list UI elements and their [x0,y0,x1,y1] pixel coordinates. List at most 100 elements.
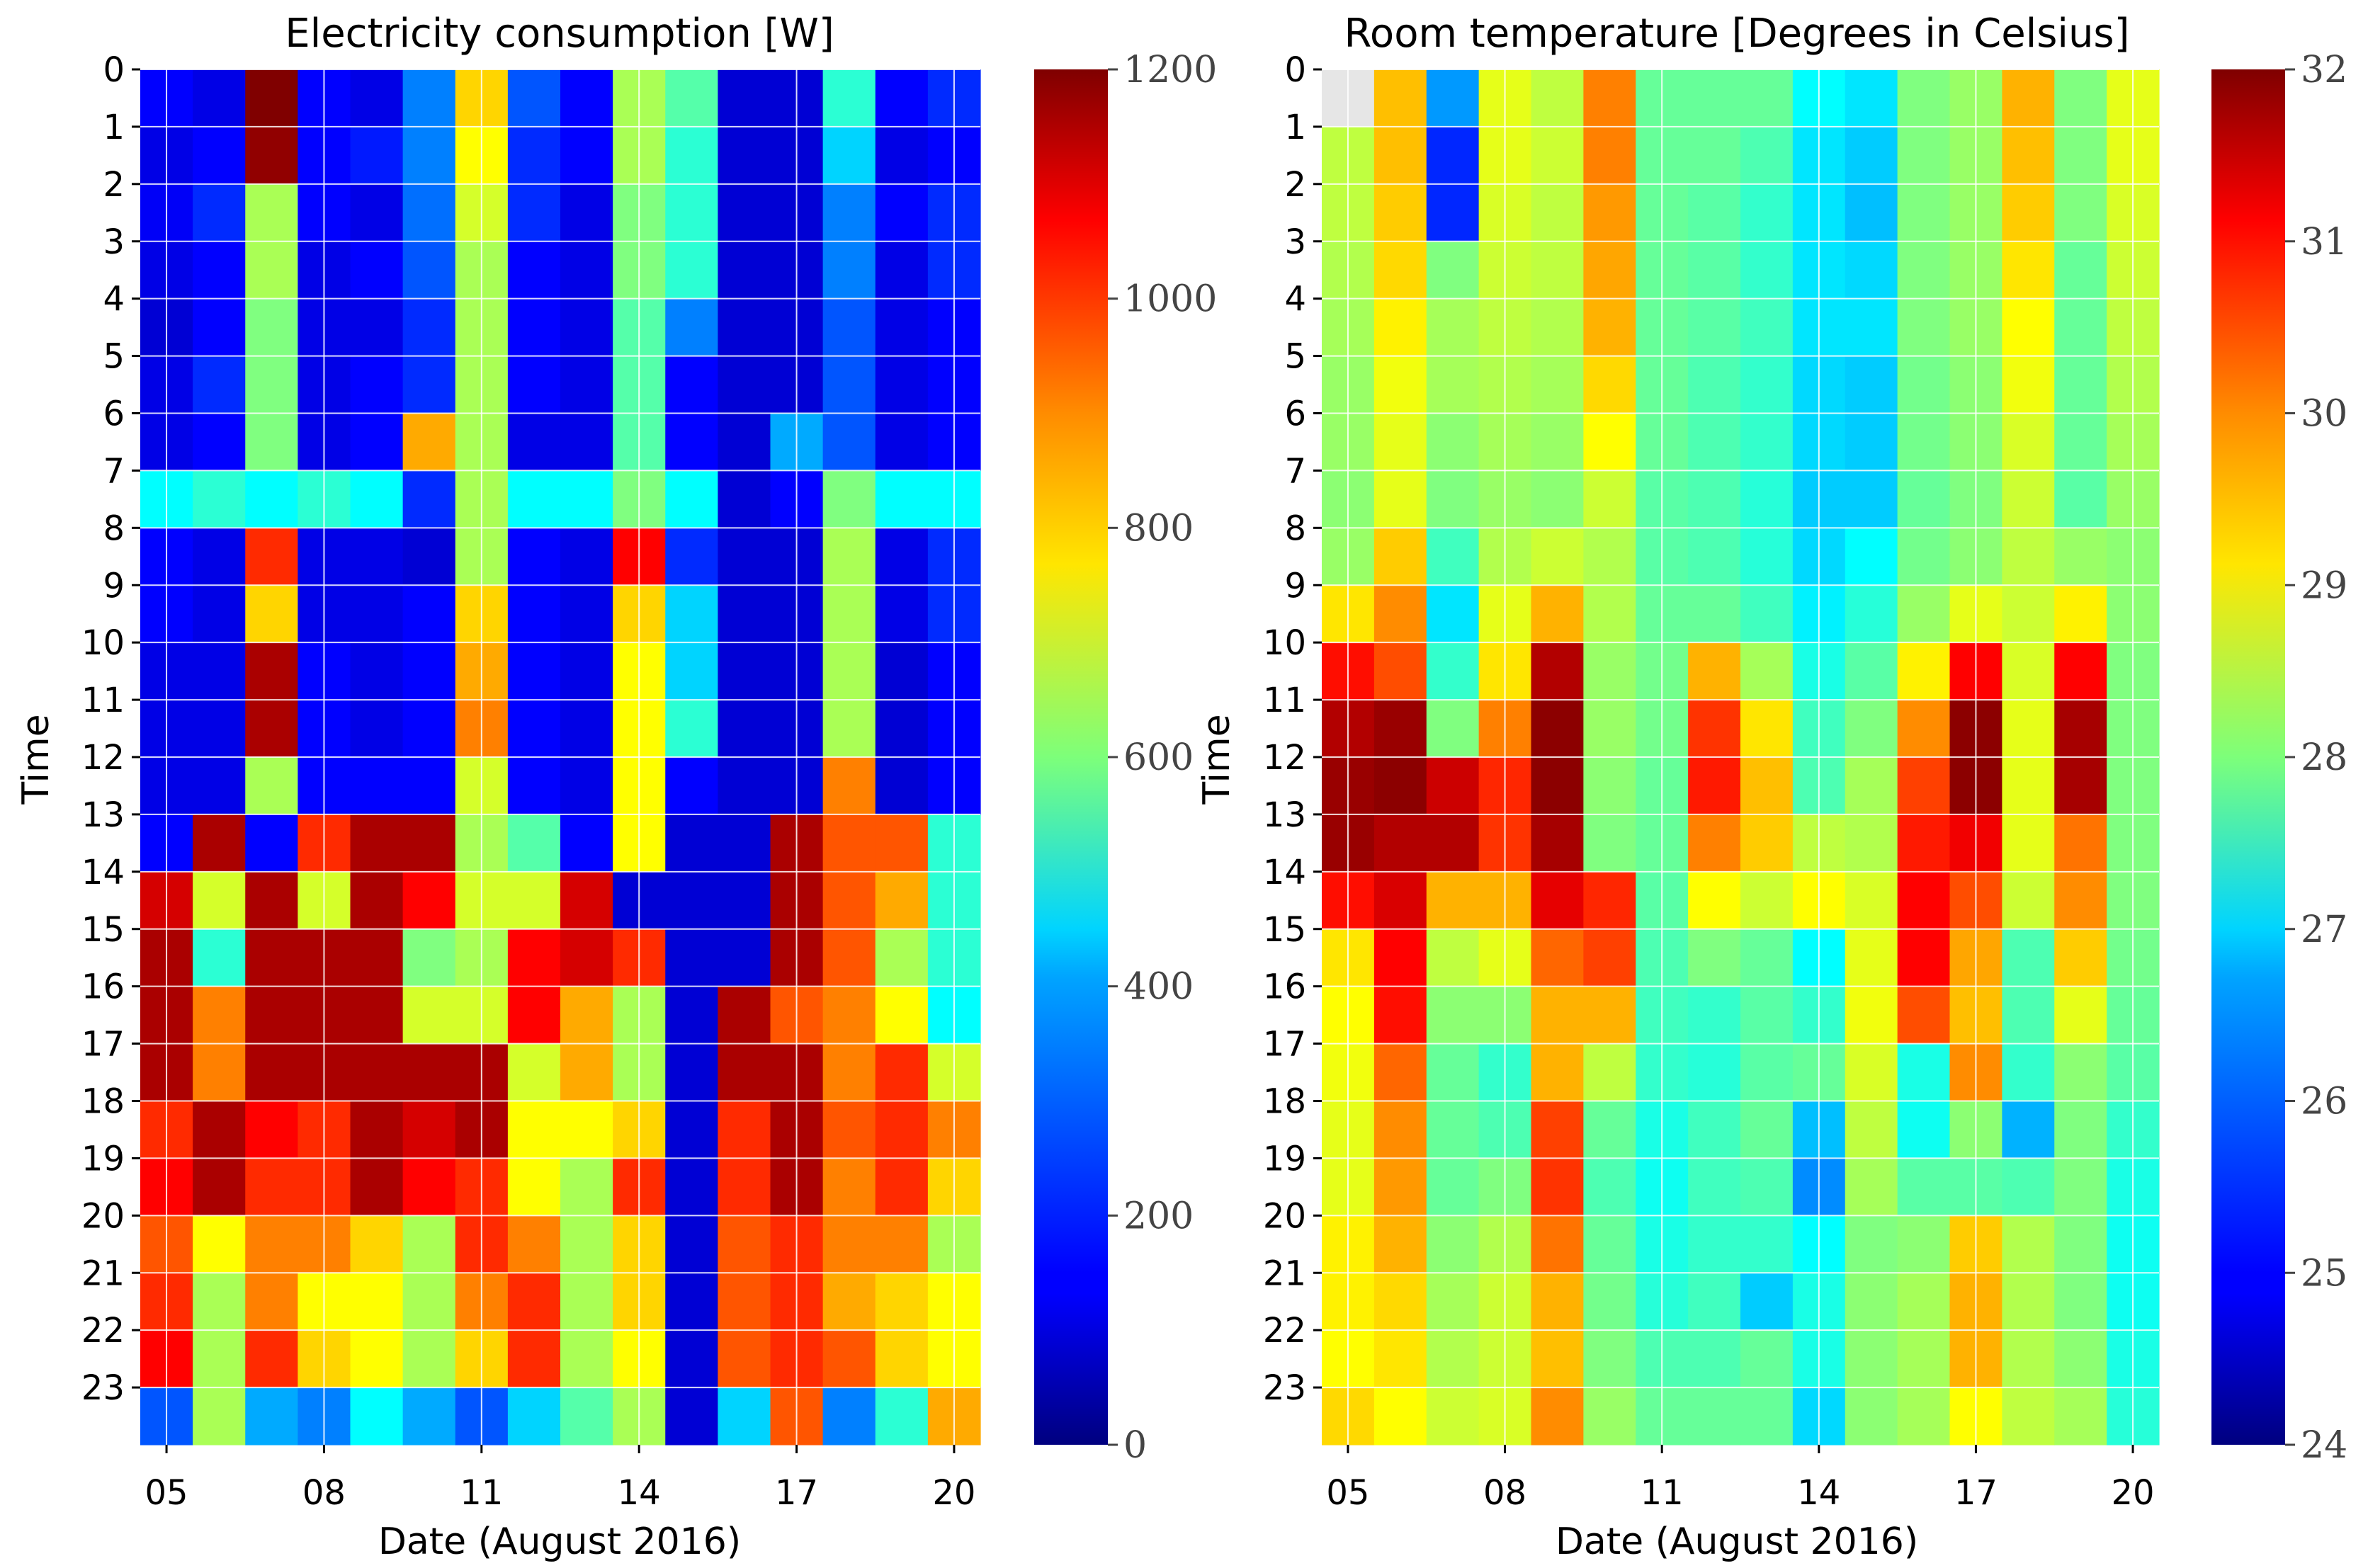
electricity-cell-day10-h1 [402,126,456,185]
temperature-cell-day10-h18 [1583,1101,1636,1159]
temperature-cell-day19-h23 [2054,1387,2107,1445]
temperature-cell-day07-h13 [1426,814,1480,873]
electricity-cell-day12-h16 [507,986,561,1045]
temperature-cell-day06-h17 [1373,1043,1427,1102]
temperature-cell-day09-h21 [1531,1273,1584,1331]
electricity-cell-day16-h6 [718,413,771,472]
electricity-x-tick-label: 08 [302,1473,346,1513]
temperature-colorbar-tick-label: 27 [2301,909,2347,951]
electricity-y-tick-label: 2 [103,165,125,205]
temperature-cell-day12-h18 [1688,1101,1741,1159]
electricity-cell-day19-h12 [875,757,929,815]
temperature-cell-day06-h8 [1373,528,1427,586]
electricity-cell-day10-h13 [402,814,456,873]
temperature-cell-day15-h9 [1845,585,1898,643]
temperature-cell-day07-h7 [1426,470,1480,528]
temperature-cell-day12-h14 [1688,871,1741,930]
electricity-cell-day13-h0 [560,69,613,127]
temperature-cell-day12-h11 [1688,700,1741,758]
temperature-cell-day12-h17 [1688,1043,1741,1102]
temperature-cell-day07-h12 [1426,757,1480,815]
temperature-cell-day15-h11 [1845,700,1898,758]
electricity-cell-day10-h23 [402,1387,456,1445]
electricity-cell-day09-h12 [350,757,404,815]
electricity-cell-day18-h4 [822,298,876,357]
electricity-cell-day13-h15 [560,928,613,987]
electricity-cell-day07-h17 [245,1043,298,1102]
electricity-cell-day06-h5 [193,356,246,414]
electricity-cell-day18-h17 [822,1043,876,1102]
temperature-cell-day06-h14 [1373,871,1427,930]
temperature-cell-day12-h15 [1688,928,1741,987]
electricity-cell-day09-h10 [350,642,404,700]
temperature-y-tick-label: 15 [1263,910,1306,950]
electricity-cell-day09-h11 [350,700,404,758]
temperature-cell-day13-h4 [1740,298,1794,357]
temperature-cell-day10-h12 [1583,757,1636,815]
temperature-cell-day07-h18 [1426,1101,1480,1159]
temperature-x-ticks: 05 08 11 14 17 20 [1326,1445,2155,1513]
temperature-cell-day13-h0 [1740,69,1794,127]
electricity-cell-day07-h21 [245,1273,298,1331]
temperature-cell-day09-h9 [1531,585,1584,643]
electricity-cell-day06-h8 [193,528,246,586]
temperature-colorbar-ticks: 24 25 26 27 28 29 30 31 32 [2285,49,2347,1467]
temperature-cell-day18-h22 [2002,1330,2055,1388]
electricity-y-tick-label: 19 [81,1139,125,1178]
temperature-cell-day18-h13 [2002,814,2055,873]
temperature-x-tick-label: 05 [1326,1473,1369,1513]
temperature-cell-day09-h23 [1531,1387,1584,1445]
temperature-cell-day12-h12 [1688,757,1741,815]
temperature-colorbar-tick-label: 28 [2301,737,2347,779]
temperature-cell-day19-h13 [2054,814,2107,873]
temperature-cell-day18-h4 [2002,298,2055,357]
temperature-cell-day06-h2 [1373,183,1427,242]
temperature-cell-day06-h12 [1373,757,1427,815]
temperature-y-tick-label: 10 [1263,623,1306,663]
electricity-cell-day07-h1 [245,126,298,185]
electricity-cell-day15-h20 [665,1215,718,1273]
temperature-cell-day19-h18 [2054,1101,2107,1159]
temperature-cell-day12-h9 [1688,585,1741,643]
electricity-cell-day16-h13 [718,814,771,873]
temperature-cell-day13-h18 [1740,1101,1794,1159]
temperature-cell-day19-h10 [2054,642,2107,700]
electricity-cell-day18-h22 [822,1330,876,1388]
temperature-cell-day18-h10 [2002,642,2055,700]
temperature-cell-day13-h1 [1740,126,1794,185]
temperature-cell-day10-h17 [1583,1043,1636,1102]
temperature-cell-day09-h20 [1531,1215,1584,1273]
electricity-y-tick-label: 16 [81,967,125,1007]
electricity-y-tick-label: 3 [103,222,125,262]
electricity-cell-day07-h6 [245,413,298,472]
electricity-y-tick-label: 21 [81,1254,125,1293]
temperature-y-tick-label: 8 [1284,509,1306,548]
electricity-cell-day07-h23 [245,1387,298,1445]
electricity-cell-day07-h3 [245,241,298,300]
temperature-cell-day18-h19 [2002,1158,2055,1216]
electricity-cell-day13-h12 [560,757,613,815]
electricity-cell-day09-h8 [350,528,404,586]
electricity-cell-day15-h14 [665,871,718,930]
temperature-cell-day13-h16 [1740,986,1794,1045]
temperature-cell-day09-h3 [1531,241,1584,300]
electricity-cell-day10-h4 [402,298,456,357]
electricity-cell-day19-h5 [875,356,929,414]
electricity-cell-day09-h19 [350,1158,404,1216]
temperature-cell-day19-h4 [2054,298,2107,357]
electricity-cell-day10-h19 [402,1158,456,1216]
electricity-cell-day12-h20 [507,1215,561,1273]
electricity-cell-day18-h13 [822,814,876,873]
temperature-cell-day07-h23 [1426,1387,1480,1445]
temperature-cell-day15-h19 [1845,1158,1898,1216]
temperature-cell-day12-h4 [1688,298,1741,357]
temperature-cell-day18-h17 [2002,1043,2055,1102]
temperature-x-tick-label: 14 [1797,1473,1840,1513]
temperature-cell-day16-h10 [1897,642,1951,700]
electricity-y-tick-label: 18 [81,1082,125,1122]
electricity-cell-day09-h9 [350,585,404,643]
temperature-cell-day18-h15 [2002,928,2055,987]
electricity-cell-day12-h7 [507,470,561,528]
temperature-cell-day06-h19 [1373,1158,1427,1216]
temperature-cell-day10-h5 [1583,356,1636,414]
